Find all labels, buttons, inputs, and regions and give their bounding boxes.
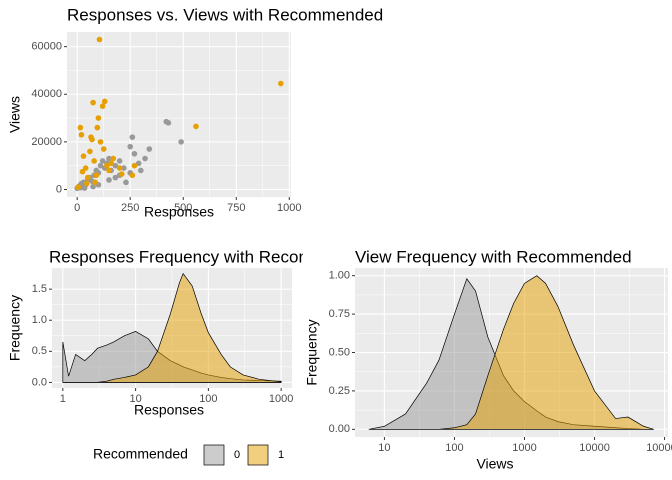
point [95,115,102,121]
point [84,174,91,181]
point [178,139,184,145]
point [278,80,284,87]
x-tick-label: 10 [129,393,141,405]
point [131,150,138,157]
point [127,143,134,150]
legend-key [203,444,225,466]
point [75,184,82,190]
y-tick-label: 0.50 [329,346,350,358]
point [129,172,136,179]
point [135,160,142,167]
y-tick-label: 0.25 [329,385,350,397]
point [112,162,119,169]
point [89,136,95,143]
x-tick-label: 1000 [269,393,293,405]
legend-title: Recommended [93,446,188,462]
point [97,162,104,169]
point [131,162,138,169]
point [110,155,117,162]
x-tick-label: 500 [174,202,192,214]
x-axis-title: Responses [134,402,204,418]
point [108,160,114,167]
point [100,146,107,152]
point [106,167,112,174]
x-tick-label: 750 [227,202,245,214]
y-tick-label: 60000 [31,41,62,53]
x-tick-label: 250 [121,202,139,214]
legend-label: 1 [278,449,284,461]
point [142,155,148,162]
point [116,165,123,171]
point [92,179,99,186]
x-axis-title: Views [476,456,513,472]
point [99,158,106,164]
y-tick-label: 1.00 [329,270,350,282]
point [94,124,101,131]
y-tick-label: 0.75 [329,308,350,320]
point [93,172,100,179]
density-area [62,272,282,383]
y-tick-label: 40000 [31,88,62,100]
x-tick-label: 10000 [579,442,610,454]
point [91,158,97,164]
y-tick-label: 20000 [31,136,62,148]
y-axis-title: Frequency [7,295,23,361]
x-tick-label: 100 [199,393,217,405]
chart-title: Responses Frequency with Recommended [49,247,374,266]
y-tick-label: 0 [56,183,62,195]
point [123,179,129,186]
point [116,158,123,164]
y-tick-label: 0.00 [329,423,350,435]
x-tick-label: 1000 [512,442,536,454]
point [101,98,108,105]
point [78,131,85,138]
density-area [368,275,654,430]
point [96,36,103,43]
y-axis-title: Frequency [304,319,320,385]
y-tick-label: 0.0 [32,376,47,388]
point [90,183,96,190]
point [106,155,112,162]
point [118,171,125,177]
point [80,153,87,159]
point [129,134,136,140]
point [112,174,119,181]
y-tick-label: 1.5 [32,283,47,295]
x-tick-label: 100 [445,442,463,454]
point [193,123,199,130]
point [121,165,127,171]
chart-title: Responses vs. Views with Recommended [67,5,383,24]
point [81,185,88,191]
point [97,139,104,145]
point [83,180,90,187]
y-axis-title: Views [7,96,23,133]
legend-key [247,444,269,466]
point [146,146,153,152]
point [87,148,93,155]
x-tick-label: 1 [60,393,66,405]
point [90,99,96,106]
point [165,120,172,126]
point [104,162,110,169]
x-tick-label: 10 [378,442,390,454]
chart-title: View Frequency with Recommended [355,247,632,266]
x-axis-title: Responses [144,204,214,220]
x-tick-label: 0 [74,202,80,214]
point [82,165,89,171]
x-tick-label: 100000 [646,442,672,454]
y-tick-label: 0.5 [32,345,47,357]
point [106,177,112,183]
point [77,124,84,131]
x-tick-label: 1000 [277,202,301,214]
legend-label: 0 [234,449,240,461]
point [79,168,86,175]
point [138,167,144,174]
y-tick-label: 1.0 [32,314,47,326]
point [99,103,106,109]
